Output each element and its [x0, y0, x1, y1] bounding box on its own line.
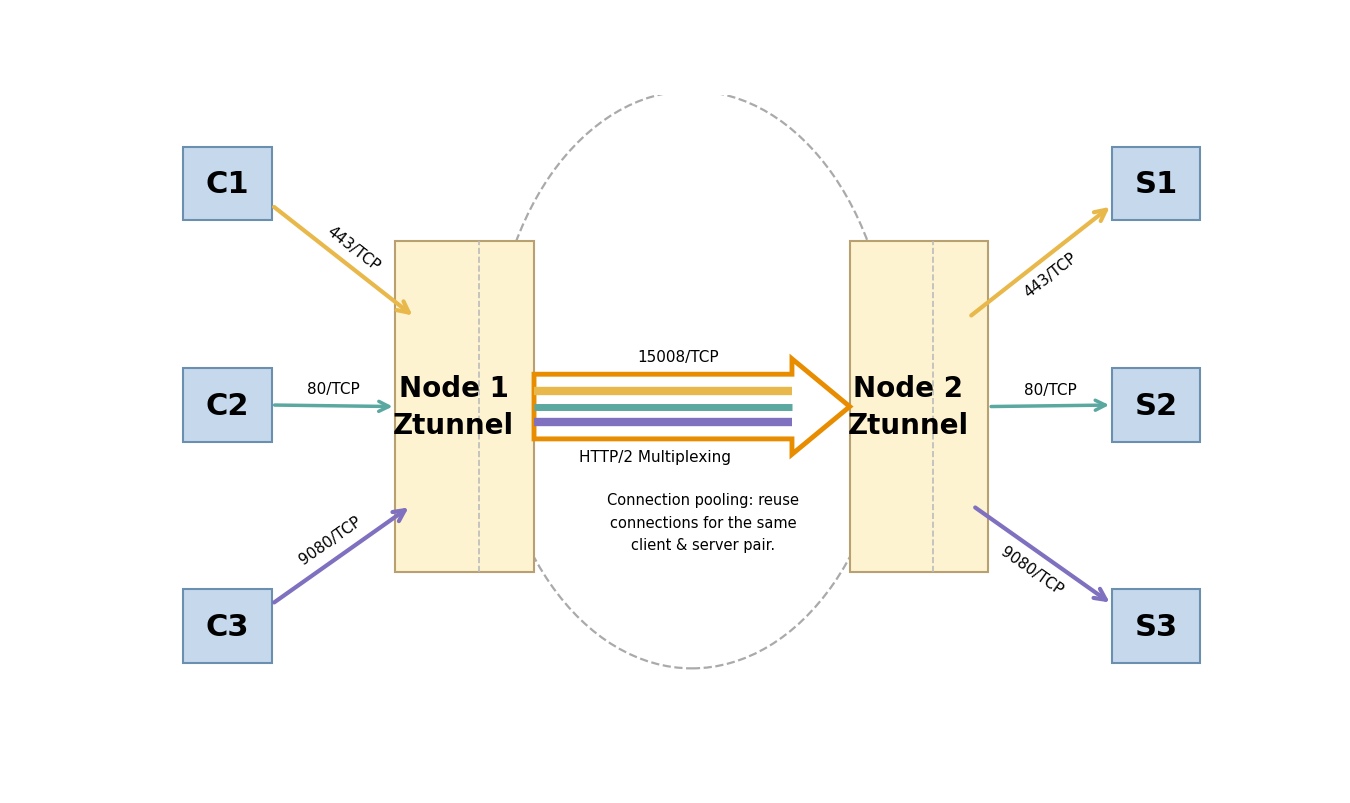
- Text: 9080/TCP: 9080/TCP: [297, 513, 364, 567]
- FancyBboxPatch shape: [396, 242, 535, 573]
- FancyBboxPatch shape: [1112, 369, 1200, 442]
- Text: 15008/TCP: 15008/TCP: [637, 350, 720, 365]
- Text: C2: C2: [205, 391, 250, 420]
- Text: Connection pooling: reuse
connections for the same
client & server pair.: Connection pooling: reuse connections fo…: [608, 493, 799, 552]
- Text: S2: S2: [1134, 391, 1177, 420]
- Text: C3: C3: [205, 612, 250, 641]
- Text: HTTP/2 Multiplexing: HTTP/2 Multiplexing: [579, 450, 732, 464]
- Text: 443/TCP: 443/TCP: [1022, 250, 1080, 300]
- Text: Node 1
Ztunnel: Node 1 Ztunnel: [393, 375, 514, 439]
- Text: S1: S1: [1134, 169, 1177, 198]
- FancyBboxPatch shape: [849, 242, 988, 573]
- FancyBboxPatch shape: [1112, 148, 1200, 221]
- Text: 80/TCP: 80/TCP: [1023, 383, 1076, 397]
- Text: S3: S3: [1134, 612, 1177, 641]
- Text: C1: C1: [205, 169, 250, 198]
- FancyBboxPatch shape: [184, 369, 271, 442]
- Text: Node 2
Ztunnel: Node 2 Ztunnel: [848, 375, 968, 439]
- Text: 443/TCP: 443/TCP: [324, 223, 383, 274]
- Polygon shape: [535, 360, 849, 454]
- FancyBboxPatch shape: [1112, 589, 1200, 662]
- FancyBboxPatch shape: [184, 148, 271, 221]
- Text: 9080/TCP: 9080/TCP: [998, 544, 1065, 597]
- FancyBboxPatch shape: [184, 589, 271, 662]
- Text: 80/TCP: 80/TCP: [308, 381, 360, 397]
